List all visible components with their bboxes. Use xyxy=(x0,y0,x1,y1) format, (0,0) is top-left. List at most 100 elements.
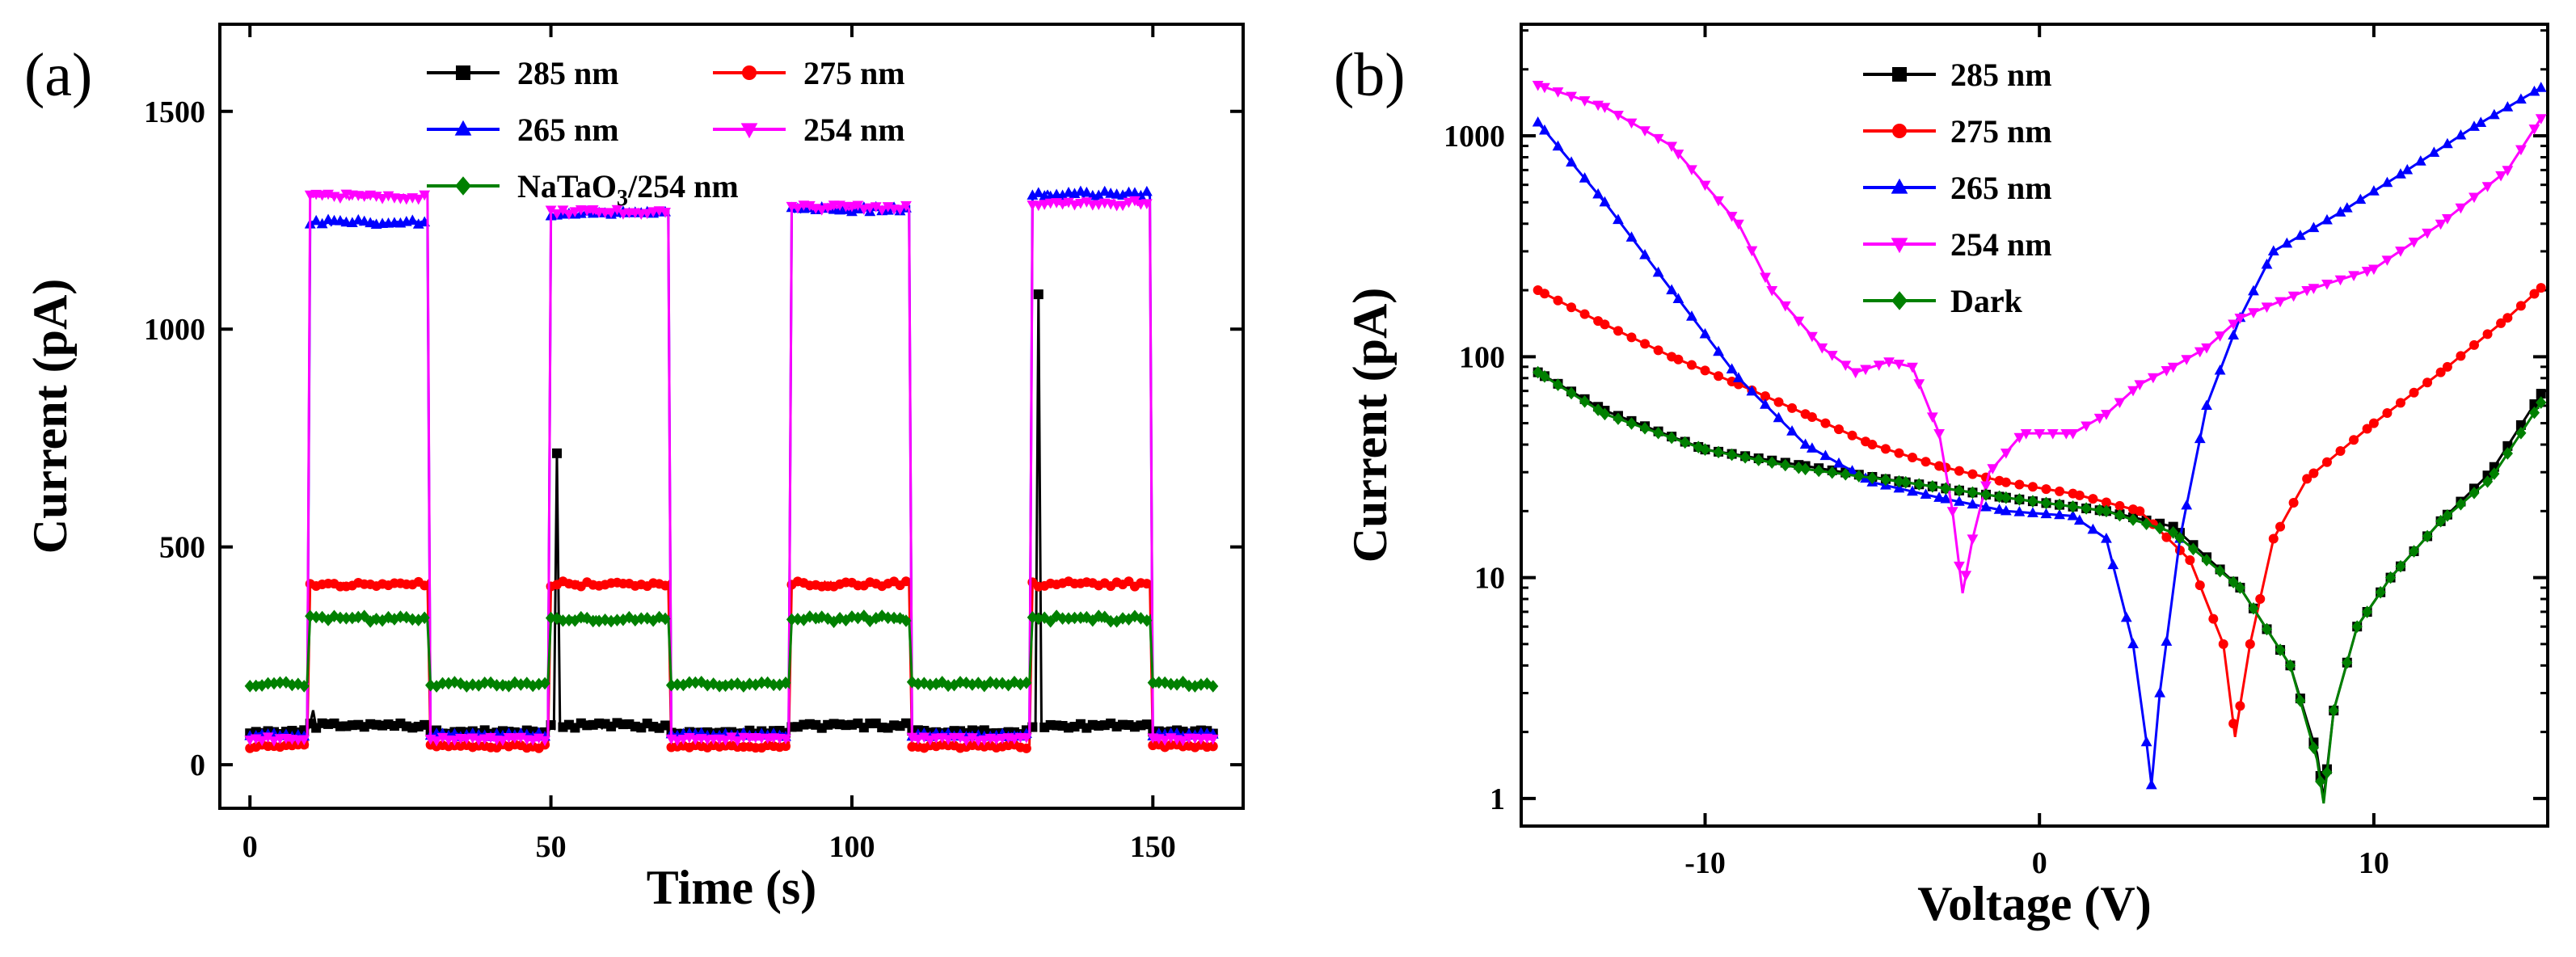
data-point-b xyxy=(2161,532,2172,542)
y-axis-title-b: Current (pA) xyxy=(1343,288,1397,563)
data-point-b xyxy=(2054,508,2065,520)
data-point-b xyxy=(1653,426,1664,440)
data-point-a xyxy=(1056,189,1069,200)
data-point-a xyxy=(340,612,352,625)
x-tick-label-b: -10 xyxy=(1684,846,1726,880)
data-point-a xyxy=(876,205,888,216)
data-point-a xyxy=(1207,734,1219,745)
data-point-a xyxy=(744,677,755,691)
data-point-a xyxy=(1063,197,1074,209)
data-point-a xyxy=(960,736,972,747)
legend-entry-a: 285 nm xyxy=(427,55,619,91)
legend-label-a: 285 nm xyxy=(517,55,619,91)
data-point-a xyxy=(942,679,954,693)
data-point-b xyxy=(2529,289,2540,299)
data-point-b xyxy=(2495,171,2506,182)
data-point-b xyxy=(2255,593,2266,604)
data-point-a xyxy=(731,736,744,747)
data-point-b xyxy=(2185,554,2195,565)
data-point-b xyxy=(2401,163,2414,175)
data-point-b xyxy=(2334,206,2346,217)
data-point-b xyxy=(2101,410,2112,420)
data-point-b xyxy=(2295,694,2306,707)
data-point-b xyxy=(1960,571,1972,581)
data-point-b xyxy=(2054,498,2065,512)
data-point-b xyxy=(2027,495,2038,508)
data-point-b xyxy=(2261,302,2273,314)
data-point-a xyxy=(563,613,575,627)
x-tick-label-a: 150 xyxy=(1130,830,1176,864)
data-point-b xyxy=(2308,468,2319,478)
data-point-a xyxy=(611,613,623,626)
data-point-b xyxy=(2001,491,2012,504)
data-point-b xyxy=(1967,486,1979,500)
data-point-b xyxy=(2228,329,2240,340)
data-point-b xyxy=(2000,504,2012,516)
data-point-a xyxy=(822,203,834,213)
data-point-b xyxy=(2013,493,2025,506)
data-point-a xyxy=(894,204,906,216)
data-point-b xyxy=(2127,386,2139,397)
data-point-b xyxy=(1579,172,1591,183)
series-line-a xyxy=(250,613,1214,689)
data-point-b xyxy=(1773,411,1785,423)
series-a-2 xyxy=(245,576,1218,753)
legend-marker-b xyxy=(1892,124,1907,138)
data-point-a xyxy=(467,678,479,691)
data-point-b xyxy=(1907,362,1918,373)
data-point-a xyxy=(563,209,575,220)
y-axis-title-a: Current (pA) xyxy=(23,279,77,554)
data-point-b xyxy=(2154,521,2165,535)
data-point-b xyxy=(1827,466,1838,479)
data-point-b xyxy=(1820,418,1831,428)
data-point-a xyxy=(316,217,328,229)
data-point-a xyxy=(660,208,671,218)
data-point-b xyxy=(1625,231,1638,242)
data-point-b xyxy=(1786,425,1798,436)
data-point-b xyxy=(1613,412,1624,425)
data-point-b xyxy=(1599,407,1611,421)
data-point-b xyxy=(1592,188,1604,199)
data-point-b xyxy=(1579,309,1590,319)
data-point-a xyxy=(672,678,683,691)
data-point-a xyxy=(274,676,286,689)
legend-entry-b: 254 nm xyxy=(1863,226,2052,263)
data-point-b xyxy=(2361,267,2373,277)
data-point-b xyxy=(2261,622,2273,636)
data-point-b xyxy=(2496,318,2506,328)
data-point-b xyxy=(2334,275,2346,286)
data-point-b xyxy=(2528,124,2540,135)
data-point-a xyxy=(425,678,436,692)
plot-frame-a xyxy=(218,23,1245,810)
data-point-b xyxy=(1732,372,1744,382)
data-point-b xyxy=(1920,488,1932,500)
data-point-b xyxy=(2441,137,2453,149)
data-point-a xyxy=(1183,679,1195,693)
data-point-b xyxy=(1807,412,1817,423)
data-point-b xyxy=(2041,484,2051,495)
data-point-b xyxy=(1753,453,1764,466)
data-point-b xyxy=(2488,108,2500,120)
data-point-b xyxy=(2288,498,2299,508)
data-point-b xyxy=(2101,497,2111,508)
data-point-a xyxy=(803,200,816,212)
data-point-a xyxy=(930,677,942,690)
data-point-b xyxy=(2214,331,2226,342)
data-point-a xyxy=(912,734,924,745)
data-point-b xyxy=(2515,145,2527,156)
data-point-a xyxy=(1032,187,1044,197)
data-point-a xyxy=(521,677,533,689)
data-point-b xyxy=(2468,487,2480,500)
data-point-b xyxy=(1846,465,1858,475)
legend-entry-a: 265 nm xyxy=(427,112,619,148)
legend-marker-a xyxy=(740,123,758,139)
data-point-b xyxy=(1873,360,1885,371)
data-point-a xyxy=(924,735,936,746)
data-point-a xyxy=(1117,612,1128,625)
legend-marker-a xyxy=(455,176,471,196)
data-point-b xyxy=(2284,659,2296,672)
legend-marker-b xyxy=(1891,291,1908,310)
data-point-b xyxy=(2455,129,2467,140)
legend-marker-b xyxy=(1891,238,1908,254)
data-point-b xyxy=(1907,485,1918,496)
